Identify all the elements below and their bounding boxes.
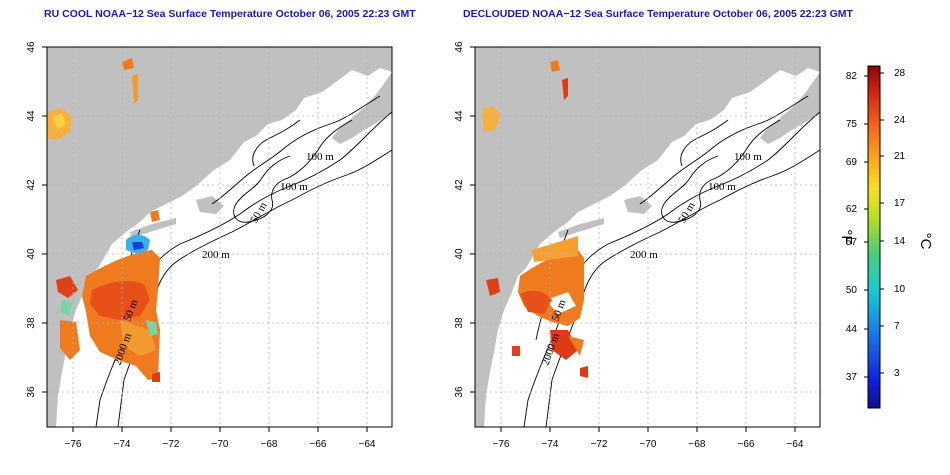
x-tick-labels: −76 −74 −72 −70 −68 −66 −64 <box>65 439 376 450</box>
y-tick-label: 46 <box>26 41 37 53</box>
colorbar-ticks <box>864 72 884 378</box>
x-tick-label: −76 <box>65 439 82 450</box>
colorbar-gradient <box>867 65 881 409</box>
y-tick-labels: 36 38 40 42 44 46 <box>26 41 37 398</box>
y-tick-label: 46 <box>454 41 465 53</box>
f-tick-label: 50 <box>846 285 858 296</box>
fahrenheit-tick-labels: 82 75 69 62 57 50 44 37 <box>846 71 858 383</box>
c-tick-label: 7 <box>894 321 900 332</box>
contour-label: 200 m <box>202 249 230 261</box>
map-panel-declouded: 100 m 100 m 50 m 200 m 50 m 2000 m −76 −… <box>454 41 821 450</box>
f-tick-label: 62 <box>846 204 858 215</box>
land-long-island <box>130 218 176 238</box>
f-tick-label: 75 <box>846 119 858 130</box>
colorbar: 82 75 69 62 57 50 44 37 28 24 21 17 14 1… <box>838 65 934 409</box>
celsius-tick-labels: 28 24 21 17 14 10 7 3 <box>894 68 906 379</box>
sst-patches-left <box>47 58 160 382</box>
celsius-unit-label: °C <box>917 233 934 250</box>
land-nova-scotia <box>760 72 820 144</box>
c-tick-label: 14 <box>894 236 906 247</box>
f-tick-label: 82 <box>846 71 858 82</box>
f-tick-label: 44 <box>846 324 858 335</box>
x-tick-label: −74 <box>114 439 131 450</box>
x-tick-label: −66 <box>310 439 327 450</box>
fahrenheit-unit-label: °F <box>838 229 855 244</box>
x-tick-label: −70 <box>640 439 657 450</box>
y-tick-label: 40 <box>454 248 465 260</box>
land-long-island <box>558 218 604 238</box>
contour-label: 100 m <box>280 181 308 193</box>
y-tick-label: 42 <box>26 179 37 191</box>
sst-patches-right <box>482 60 588 378</box>
land-mass <box>475 47 820 427</box>
x-tick-labels: −76 −74 −72 −70 −68 −66 −64 <box>493 439 804 450</box>
f-tick-label: 37 <box>846 372 858 383</box>
y-tick-label: 36 <box>26 386 37 398</box>
x-tick-label: −64 <box>359 439 376 450</box>
y-tick-label: 44 <box>454 110 465 122</box>
x-tick-label: −64 <box>787 439 804 450</box>
contour-label: 200 m <box>630 249 658 261</box>
x-tick-label: −66 <box>738 439 755 450</box>
grid-lines <box>47 47 392 427</box>
x-tick-label: −72 <box>591 439 608 450</box>
c-tick-label: 24 <box>894 115 906 126</box>
f-tick-label: 57 <box>846 237 858 248</box>
y-tick-label: 38 <box>454 317 465 329</box>
y-tick-label: 44 <box>26 110 37 122</box>
y-tick-label: 40 <box>26 248 37 260</box>
y-tick-labels: 36 38 40 42 44 46 <box>454 41 465 398</box>
land-nova-scotia <box>332 72 392 144</box>
y-tick-label: 36 <box>454 386 465 398</box>
x-tick-label: −68 <box>689 439 706 450</box>
land-mass <box>47 47 392 427</box>
x-tick-label: −68 <box>261 439 278 450</box>
axis-ticks <box>42 46 368 432</box>
contour-label: 100 m <box>708 181 736 193</box>
c-tick-label: 21 <box>894 151 906 162</box>
map-panel-raw: 100 m 100 m 50 m 200 m 50 m 2000 m −76 −… <box>26 41 393 450</box>
c-tick-label: 28 <box>894 68 906 79</box>
c-tick-label: 10 <box>894 284 906 295</box>
x-tick-label: −76 <box>493 439 510 450</box>
f-tick-label: 69 <box>846 157 858 168</box>
y-tick-label: 42 <box>454 179 465 191</box>
c-tick-label: 17 <box>894 198 906 209</box>
contour-label: 100 m <box>306 151 334 163</box>
contour-label: 100 m <box>734 151 762 163</box>
panel-title-left: RU COOL NOAA−12 Sea Surface Temperature … <box>44 8 416 20</box>
x-tick-label: −74 <box>542 439 559 450</box>
axis-ticks <box>470 46 796 432</box>
x-tick-label: −70 <box>212 439 229 450</box>
grid-lines <box>475 47 820 427</box>
c-tick-label: 3 <box>894 368 900 379</box>
y-tick-label: 38 <box>26 317 37 329</box>
x-tick-label: −72 <box>163 439 180 450</box>
panel-title-right: DECLOUDED NOAA−12 Sea Surface Temperatur… <box>463 8 853 20</box>
